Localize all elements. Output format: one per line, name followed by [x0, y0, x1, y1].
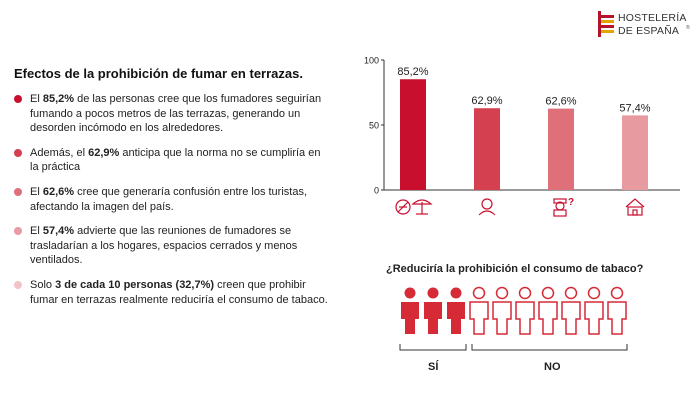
bullet-dot-icon: [14, 227, 22, 236]
y-tick-label: 0: [374, 186, 379, 196]
bar-value-label: 62,6%: [545, 96, 576, 108]
bar: [474, 108, 500, 190]
person-no-icon: [538, 286, 558, 335]
bar: [400, 79, 426, 190]
finding-text: advierte que las reuniones de fumadores …: [30, 225, 298, 267]
brand-line1: HOSTELERÍA: [618, 12, 687, 24]
person-yes-icon: [447, 287, 465, 334]
home-icon: [625, 198, 645, 216]
pictogram: SÍ NO: [398, 286, 648, 376]
finding-text: anticipa que la norma no se cumpliría en…: [30, 146, 321, 174]
brand-line2: DE ESPAÑA: [618, 25, 680, 37]
bullet-dot-icon: [14, 187, 22, 196]
bullet-dot-icon: [14, 280, 22, 289]
finding-text: Además, el: [30, 146, 89, 159]
finding-item: El 85,2% de las personas cree que los fu…: [14, 92, 330, 136]
finding-highlight: 57,4%: [42, 225, 75, 238]
brand-mark-icon: [598, 11, 614, 37]
y-tick-label: 50: [369, 121, 379, 131]
finding-text: El: [30, 185, 43, 198]
finding-text: El: [30, 225, 43, 238]
finding-text: cree que generaría confusión entre los t…: [30, 185, 308, 213]
person-icon: [478, 198, 496, 216]
findings-list: El 85,2% de las personas cree que los fu…: [14, 92, 330, 307]
person-no-icon: [561, 286, 581, 335]
page-title: Efectos de la prohibición de fumar en te…: [14, 66, 303, 81]
tourist-question-icon: ?: [553, 197, 574, 217]
bar: [548, 108, 574, 190]
person-no-icon: [515, 286, 535, 335]
bar-value-label: 62,9%: [471, 95, 502, 107]
no-label: NO: [544, 361, 561, 373]
finding-item: El 57,4% advierte que las reuniones de f…: [14, 224, 330, 268]
person-no-icon: [492, 286, 512, 335]
person-yes-icon: [424, 287, 442, 334]
finding-text: Solo: [30, 278, 56, 291]
finding-text: El: [30, 93, 43, 105]
finding-item: El 62,6% cree que generaría confusión en…: [14, 185, 330, 214]
finding-text: de las personas cree que los fumadores s…: [30, 93, 322, 135]
bar: [622, 115, 648, 190]
brand-registered-mark: ®: [686, 25, 690, 31]
yes-bracket: [399, 344, 467, 351]
finding-item: Solo 3 de cada 10 personas (32,7%) creen…: [14, 278, 330, 307]
finding-highlight: 85,2%: [42, 93, 75, 105]
person-no-icon: [584, 286, 604, 335]
person-yes-icon: [401, 287, 419, 334]
brand-logo: HOSTELERÍA DE ESPAÑA ®: [598, 11, 694, 41]
person-no-icon: [469, 286, 489, 335]
bar-chart-svg: 0 50 100 85,2% 62,9% 62,6%? 57,4%: [364, 56, 680, 217]
finding-highlight: 3 de cada 10 personas (32,7%): [55, 278, 215, 291]
bar-value-label: 85,2%: [397, 66, 428, 78]
finding-item: Además, el 62,9% anticipa que la norma n…: [14, 146, 330, 175]
no-bracket: [471, 344, 628, 351]
y-tick-label: 100: [364, 56, 379, 66]
bullet-dot-icon: [14, 95, 22, 103]
bar-chart: 0 50 100 85,2% 62,9% 62,6%? 57,4%: [350, 50, 690, 225]
bullet-dot-icon: [14, 148, 22, 157]
finding-text: creen que prohibir fumar en terrazas rea…: [30, 278, 328, 306]
finding-highlight: 62,6%: [42, 185, 75, 198]
pictogram-question: ¿Reduciría la prohibición el consumo de …: [386, 263, 644, 275]
svg-text:?: ?: [568, 197, 574, 208]
pictogram-svg: [399, 286, 628, 351]
yes-label: SÍ: [428, 361, 439, 373]
bar-value-label: 57,4%: [619, 102, 650, 114]
finding-highlight: 62,9%: [88, 146, 120, 159]
smoking-near-terrace-icon: [395, 199, 433, 215]
person-no-icon: [607, 286, 627, 335]
